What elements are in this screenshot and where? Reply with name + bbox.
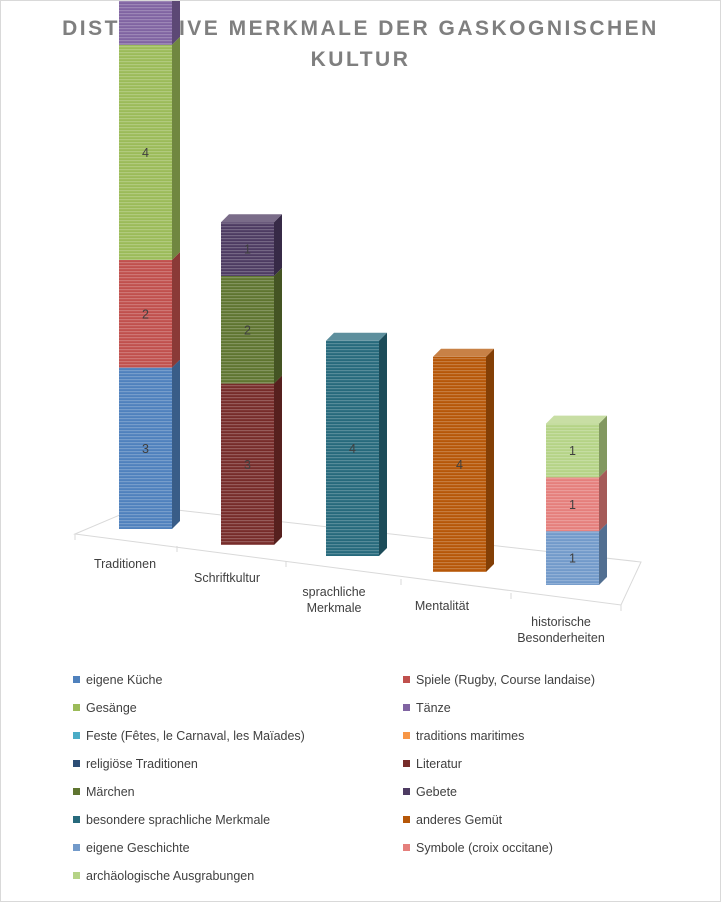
- data-label: 1: [244, 243, 251, 257]
- bar-segment: 4: [433, 348, 494, 572]
- category-label: Schriftkultur: [194, 571, 260, 585]
- bar-segment: 1: [546, 469, 607, 532]
- legend-swatch: [73, 872, 80, 880]
- data-label: 2: [244, 323, 251, 337]
- data-label: 4: [349, 442, 356, 456]
- legend-item: Literatur: [403, 757, 462, 771]
- bar-segment: 3: [119, 359, 180, 529]
- legend-swatch: [403, 816, 410, 824]
- legend-label: Tänze: [416, 701, 451, 715]
- bar-segment: 2: [119, 252, 180, 368]
- legend-label: Feste (Fêtes, le Carnaval, les Maïades): [86, 729, 305, 743]
- legend-swatch: [73, 704, 80, 712]
- legend-swatch: [403, 788, 410, 796]
- data-label: 1: [569, 498, 576, 512]
- category-label: sprachliche Merkmale: [302, 585, 365, 615]
- legend-item: religiöse Traditionen: [73, 757, 198, 771]
- legend-swatch: [403, 732, 410, 740]
- legend-swatch: [73, 816, 80, 824]
- legend-label: Gesänge: [86, 701, 137, 715]
- data-label: 1: [569, 444, 576, 458]
- bar-segment: 4: [326, 332, 387, 556]
- bar-segment: 1: [221, 214, 282, 276]
- data-label: 4: [142, 146, 149, 160]
- legend-label: anderes Gemüt: [416, 813, 503, 827]
- legend-item: Feste (Fêtes, le Carnaval, les Maïades): [73, 729, 305, 743]
- legend-item: anderes Gemüt: [403, 813, 502, 827]
- legend-swatch: [73, 788, 80, 796]
- legend-swatch: [73, 760, 80, 768]
- bar-segment: 3: [221, 375, 282, 545]
- legend-label: traditions maritimes: [416, 729, 525, 743]
- bar-segment: 1: [546, 415, 607, 478]
- legend-label: archäologische Ausgrabungen: [86, 869, 255, 883]
- bar-segment: 1: [546, 523, 607, 585]
- legend-item: Märchen: [73, 785, 135, 799]
- legend-swatch: [403, 844, 410, 852]
- legend-label: Gebete: [416, 785, 458, 799]
- category-label: Traditionen: [94, 557, 156, 571]
- chart-title: DISTINKTIVE MERKMALE DER GASKOGNISCHEN K…: [62, 17, 659, 71]
- legend-label: besondere sprachliche Merkmale: [86, 813, 271, 827]
- bar-segment: 2: [221, 268, 282, 384]
- legend-swatch: [403, 760, 410, 768]
- legend-label: Literatur: [416, 757, 462, 771]
- legend-item: Tänze: [403, 701, 451, 715]
- legend-swatch: [73, 676, 80, 684]
- legend-item: traditions maritimes: [403, 729, 524, 743]
- legend-item: eigene Küche: [73, 673, 162, 687]
- legend-item: archäologische Ausgrabungen: [73, 869, 254, 883]
- data-label: 4: [456, 458, 463, 472]
- legend-label: Spiele (Rugby, Course landaise): [416, 673, 596, 687]
- legend-item: besondere sprachliche Merkmale: [73, 813, 270, 827]
- bar-segment: 4: [119, 36, 180, 260]
- bar-segment: 2: [119, 1, 180, 45]
- data-label: 3: [244, 458, 251, 472]
- legend-label: religiöse Traditionen: [86, 757, 198, 771]
- legend-label: Symbole (croix occitane): [416, 841, 553, 855]
- legend-swatch: [403, 704, 410, 712]
- legend-item: Spiele (Rugby, Course landaise): [403, 673, 595, 687]
- legend-swatch: [403, 676, 410, 684]
- legend-item: eigene Geschichte: [73, 841, 190, 855]
- legend-item: Symbole (croix occitane): [403, 841, 553, 855]
- category-label: Mentalität: [415, 599, 470, 613]
- data-label: 1: [569, 552, 576, 566]
- legend-swatch: [73, 732, 80, 740]
- legend-label: Märchen: [86, 785, 135, 799]
- legend-item: Gebete: [403, 785, 457, 799]
- legend-item: Gesänge: [73, 701, 137, 715]
- legend-label: eigene Küche: [86, 673, 163, 687]
- plot-area: 324221132144111 TraditionenSchriftkultur…: [73, 1, 642, 645]
- legend-label: eigene Geschichte: [86, 841, 190, 855]
- data-label: 2: [142, 307, 149, 321]
- category-label: historische Besonderheiten: [517, 615, 605, 645]
- data-label: 3: [142, 442, 149, 456]
- legend-swatch: [73, 844, 80, 852]
